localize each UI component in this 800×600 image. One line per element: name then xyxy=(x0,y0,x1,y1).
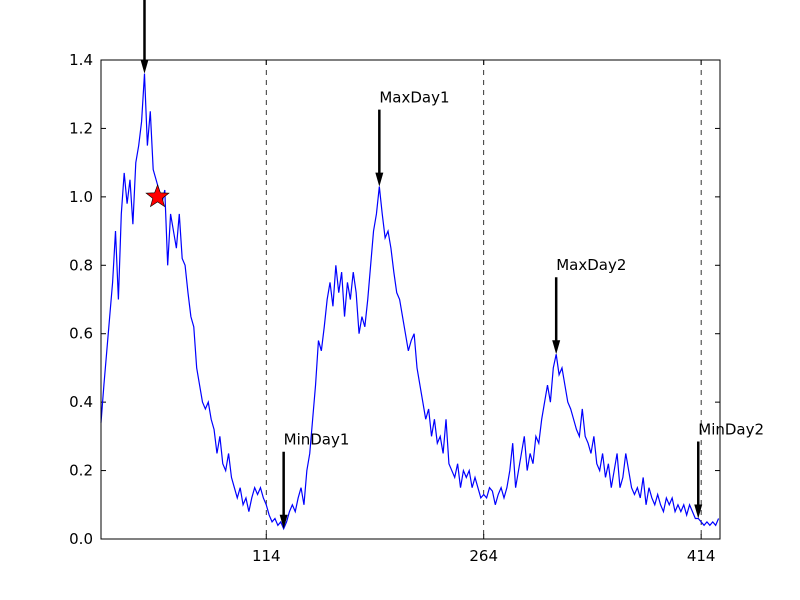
arrow-head xyxy=(140,59,149,74)
y-tick-label: 1.2 xyxy=(69,119,93,137)
y-tick-label: 0.2 xyxy=(69,462,93,480)
x-tick-label: 264 xyxy=(469,547,498,565)
y-tick-label: 0.0 xyxy=(69,530,93,548)
arrow-head xyxy=(552,340,561,355)
annotation-label: MaxDay2 xyxy=(556,256,626,274)
annotation-label: MaxDay1 xyxy=(379,89,449,107)
x-tick-label: 114 xyxy=(252,547,281,565)
star-marker xyxy=(145,183,170,208)
y-tick-label: 1.4 xyxy=(69,51,93,69)
arrow-head xyxy=(279,514,288,529)
arrow-head xyxy=(375,172,384,187)
annotation-label: MinDay2 xyxy=(698,420,764,438)
annotation-label: MinDay1 xyxy=(284,431,350,449)
x-tick-label: 414 xyxy=(687,547,716,565)
y-tick-label: 0.6 xyxy=(69,325,93,343)
line xyxy=(100,73,720,531)
arrow-head xyxy=(694,504,703,519)
y-tick-label: 1.0 xyxy=(69,188,93,206)
plot-frame xyxy=(100,59,721,540)
y-tick-label: 0.8 xyxy=(69,256,93,274)
y-tick-label: 0.4 xyxy=(69,393,93,411)
